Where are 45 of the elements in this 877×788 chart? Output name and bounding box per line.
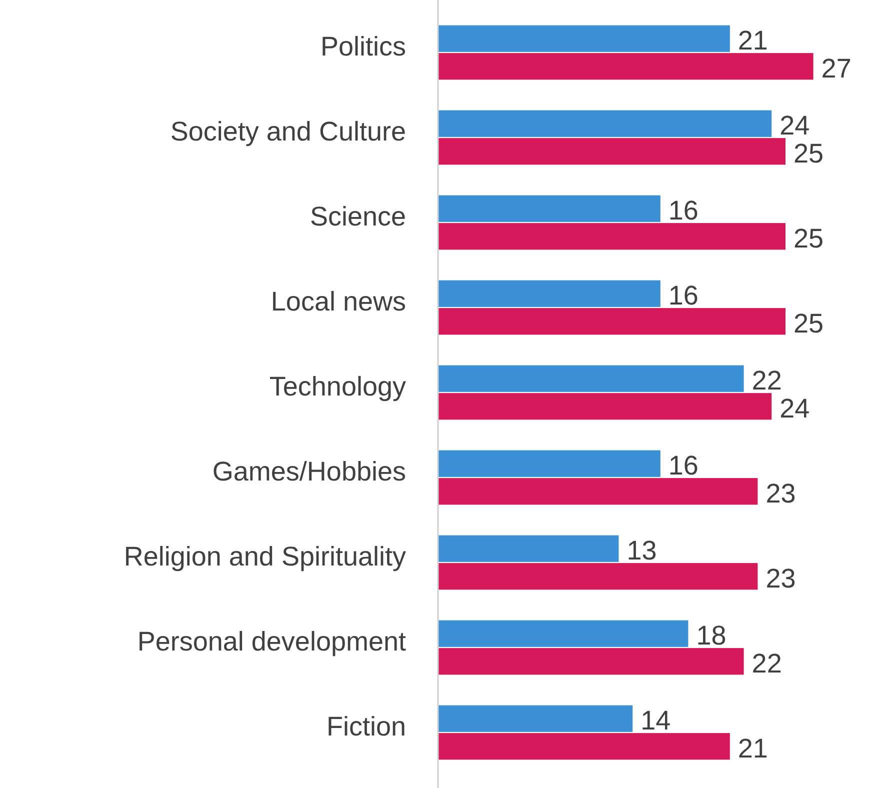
data-label: 16	[668, 196, 698, 226]
bar	[438, 195, 660, 222]
data-label: 27	[821, 54, 852, 84]
bar	[438, 733, 730, 760]
bar	[438, 110, 772, 137]
bar	[438, 478, 758, 505]
data-label: 25	[794, 224, 824, 254]
y-tick-label: Religion and Spirituality	[124, 542, 406, 572]
data-label: 22	[752, 648, 782, 679]
data-label: 18	[696, 620, 726, 651]
bar	[438, 450, 660, 477]
y-tick-label: Personal development	[137, 626, 406, 657]
y-tick-label: Society and Culture	[170, 116, 406, 147]
bar	[438, 365, 744, 392]
data-label: 24	[780, 110, 810, 141]
data-label: 13	[626, 536, 657, 566]
bar	[438, 138, 786, 165]
data-label: 23	[766, 564, 796, 594]
bar	[438, 53, 814, 80]
data-label: 14	[640, 706, 671, 736]
bar	[438, 535, 619, 562]
bar	[438, 563, 758, 590]
bar	[438, 705, 633, 732]
data-label: 23	[766, 478, 796, 509]
data-label: 16	[668, 450, 698, 481]
data-label: 21	[738, 734, 768, 764]
bar	[438, 280, 660, 307]
bar	[438, 648, 744, 675]
y-tick-label: Games/Hobbies	[212, 456, 406, 487]
y-tick-label: Science	[310, 202, 406, 232]
data-label: 21	[738, 26, 768, 56]
bar	[438, 223, 786, 250]
bar	[438, 25, 730, 52]
bar	[438, 393, 772, 420]
data-label: 22	[752, 366, 782, 396]
data-label: 24	[780, 394, 810, 424]
data-label: 25	[794, 308, 824, 339]
y-tick-label: Technology	[269, 372, 406, 402]
data-label: 25	[794, 138, 824, 169]
y-tick-label: Local news	[270, 286, 406, 317]
y-tick-label: Politics	[320, 32, 406, 62]
bar	[438, 620, 688, 647]
y-tick-label: Fiction	[326, 712, 406, 742]
bar	[438, 308, 786, 335]
data-label: 16	[668, 280, 698, 311]
